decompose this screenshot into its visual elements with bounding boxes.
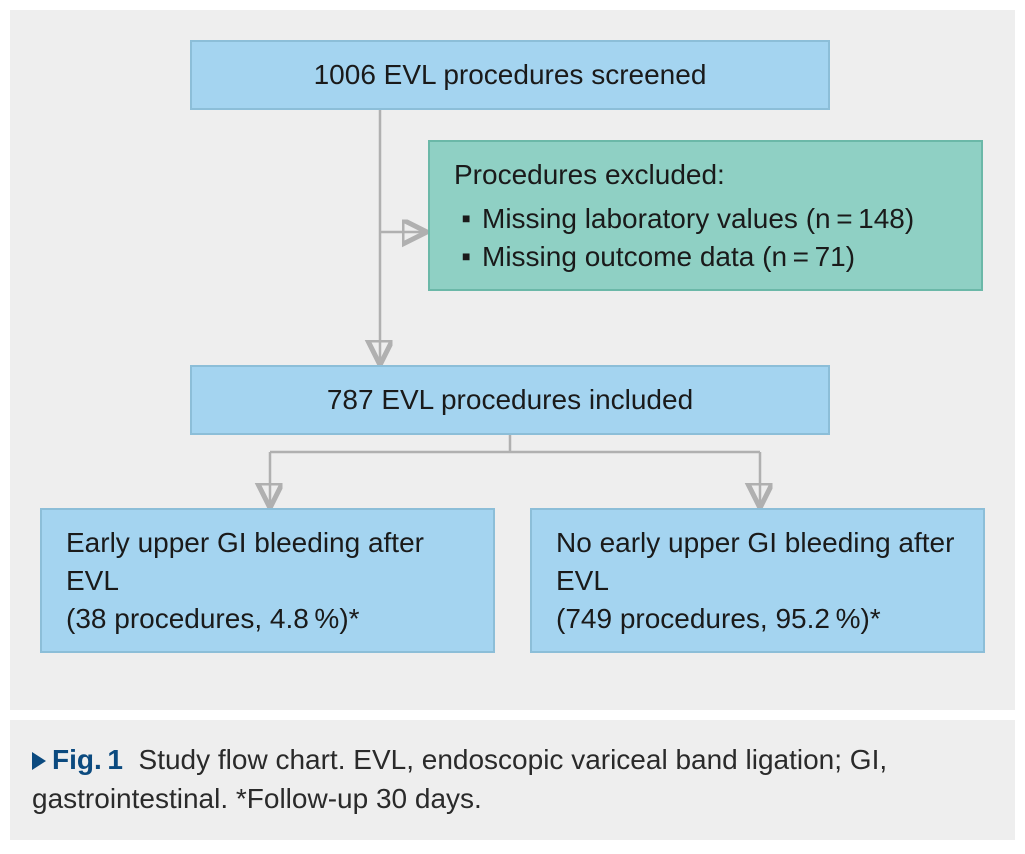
excluded-item: Missing outcome data (n = 71) <box>482 238 957 276</box>
figure-label: Fig. 1 <box>52 744 123 775</box>
excluded-item: Missing laboratory values (n = 148) <box>482 200 957 238</box>
node-included-text: 787 EVL procedures included <box>327 384 693 415</box>
figure-container: 1006 EVL procedures screened Procedures … <box>0 0 1025 854</box>
bleed-line2: (38 procedures, 4.8 %)* <box>66 600 469 638</box>
node-screened-text: 1006 EVL procedures screened <box>314 59 707 90</box>
caption-marker-icon <box>32 752 46 770</box>
figure-caption-text: Study flow chart. EVL, endoscopic varice… <box>32 744 887 814</box>
figure-caption: Fig. 1 Study flow chart. EVL, endoscopic… <box>10 720 1015 840</box>
nobleed-line1: No early upper GI bleeding after EVL <box>556 524 959 600</box>
nobleed-line2: (749 procedures, 95.2 %)* <box>556 600 959 638</box>
excluded-title: Procedures excluded: <box>454 156 957 194</box>
node-included: 787 EVL procedures included <box>190 365 830 435</box>
node-screened: 1006 EVL procedures screened <box>190 40 830 110</box>
node-excluded: Procedures excluded: Missing laboratory … <box>428 140 983 291</box>
flowchart-canvas: 1006 EVL procedures screened Procedures … <box>10 10 1015 710</box>
excluded-list: Missing laboratory values (n = 148) Miss… <box>454 200 957 276</box>
node-early-bleeding: Early upper GI bleeding after EVL (38 pr… <box>40 508 495 653</box>
node-no-bleeding: No early upper GI bleeding after EVL (74… <box>530 508 985 653</box>
bleed-line1: Early upper GI bleeding after EVL <box>66 524 469 600</box>
